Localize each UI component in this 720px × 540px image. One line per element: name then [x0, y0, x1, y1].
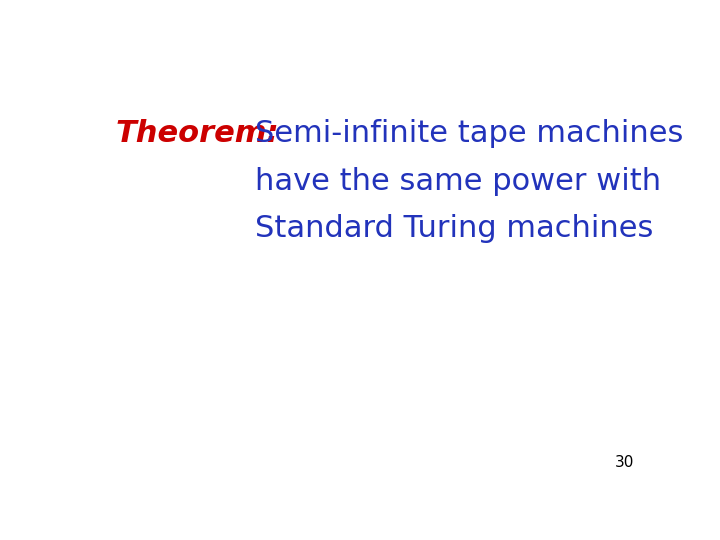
Text: Semi-infinite tape machines: Semi-infinite tape machines: [255, 119, 683, 148]
Text: have the same power with: have the same power with: [255, 167, 661, 195]
Text: Theorem:: Theorem:: [115, 119, 279, 148]
Text: Standard Turing machines: Standard Turing machines: [255, 214, 653, 244]
Text: 30: 30: [615, 455, 634, 470]
